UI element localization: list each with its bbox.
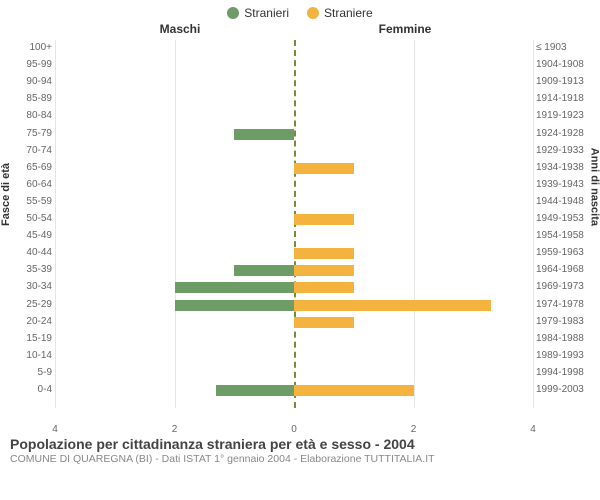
gridline [175, 40, 176, 408]
gridline [55, 40, 56, 408]
bar-male [216, 385, 294, 396]
y-label-age: 5-9 [2, 367, 52, 378]
header-female: Femmine [305, 22, 505, 36]
y-label-birth: 1914-1918 [536, 93, 586, 104]
y-label-birth: 1959-1963 [536, 247, 586, 258]
y-label-age: 80-84 [2, 110, 52, 121]
y-label-birth: 1994-1998 [536, 367, 586, 378]
axis-title-right: Anni di nascita [588, 148, 600, 226]
gridline [414, 40, 415, 408]
bar-male [234, 129, 294, 140]
x-tick: 0 [291, 424, 297, 435]
y-label-age: 60-64 [2, 179, 52, 190]
y-label-age: 90-94 [2, 76, 52, 87]
legend-item-male: Stranieri [227, 6, 289, 20]
y-label-birth: 1919-1923 [536, 110, 586, 121]
bar-male [175, 282, 295, 293]
y-label-age: 85-89 [2, 93, 52, 104]
chart-title: Popolazione per cittadinanza straniera p… [10, 436, 590, 452]
y-label-birth: 1934-1938 [536, 162, 586, 173]
y-label-age: 55-59 [2, 196, 52, 207]
y-label-age: 25-29 [2, 299, 52, 310]
x-tick: 2 [172, 424, 178, 435]
y-label-age: 0-4 [2, 384, 52, 395]
legend-swatch-male [227, 7, 239, 19]
bar-female [294, 385, 414, 396]
y-label-birth: 1944-1948 [536, 196, 586, 207]
y-label-birth: 1974-1978 [536, 299, 586, 310]
y-label-age: 20-24 [2, 316, 52, 327]
bar-female [294, 265, 354, 276]
legend-label-male: Stranieri [244, 6, 289, 20]
legend: Stranieri Straniere [0, 0, 600, 22]
y-label-birth: ≤ 1903 [536, 42, 586, 53]
plot: 100+≤ 190395-991904-190890-941909-191385… [55, 40, 533, 408]
y-label-age: 35-39 [2, 264, 52, 275]
y-label-birth: 1989-1993 [536, 350, 586, 361]
header-male: Maschi [80, 22, 280, 36]
y-label-age: 50-54 [2, 213, 52, 224]
y-label-birth: 1909-1913 [536, 76, 586, 87]
y-label-age: 65-69 [2, 162, 52, 173]
x-tick: 2 [411, 424, 417, 435]
x-tick: 4 [52, 424, 58, 435]
footer: Popolazione per cittadinanza straniera p… [0, 430, 600, 465]
legend-swatch-female [307, 7, 319, 19]
y-label-birth: 1999-2003 [536, 384, 586, 395]
y-label-age: 100+ [2, 42, 52, 53]
y-label-age: 45-49 [2, 230, 52, 241]
gridline [533, 40, 534, 408]
bar-female [294, 248, 354, 259]
y-label-birth: 1969-1973 [536, 281, 586, 292]
y-label-birth: 1949-1953 [536, 213, 586, 224]
bar-female [294, 282, 354, 293]
bar-male [234, 265, 294, 276]
chart-area: Maschi Femmine Fasce di età Anni di nasc… [0, 22, 600, 430]
y-label-age: 10-14 [2, 350, 52, 361]
bar-female [294, 317, 354, 328]
bar-female [294, 300, 491, 311]
y-label-birth: 1984-1988 [536, 333, 586, 344]
bar-female [294, 214, 354, 225]
y-label-birth: 1924-1928 [536, 128, 586, 139]
y-label-birth: 1954-1958 [536, 230, 586, 241]
y-label-age: 40-44 [2, 247, 52, 258]
y-label-birth: 1929-1933 [536, 145, 586, 156]
y-label-birth: 1964-1968 [536, 264, 586, 275]
legend-item-female: Straniere [307, 6, 373, 20]
x-tick: 4 [530, 424, 536, 435]
y-label-age: 30-34 [2, 281, 52, 292]
legend-label-female: Straniere [324, 6, 373, 20]
y-label-age: 70-74 [2, 145, 52, 156]
chart-subtitle: COMUNE DI QUAREGNA (BI) - Dati ISTAT 1° … [10, 453, 590, 465]
bar-female [294, 163, 354, 174]
y-label-birth: 1939-1943 [536, 179, 586, 190]
bar-male [175, 300, 295, 311]
y-label-birth: 1979-1983 [536, 316, 586, 327]
y-label-age: 95-99 [2, 59, 52, 70]
y-label-birth: 1904-1908 [536, 59, 586, 70]
y-label-age: 15-19 [2, 333, 52, 344]
y-label-age: 75-79 [2, 128, 52, 139]
